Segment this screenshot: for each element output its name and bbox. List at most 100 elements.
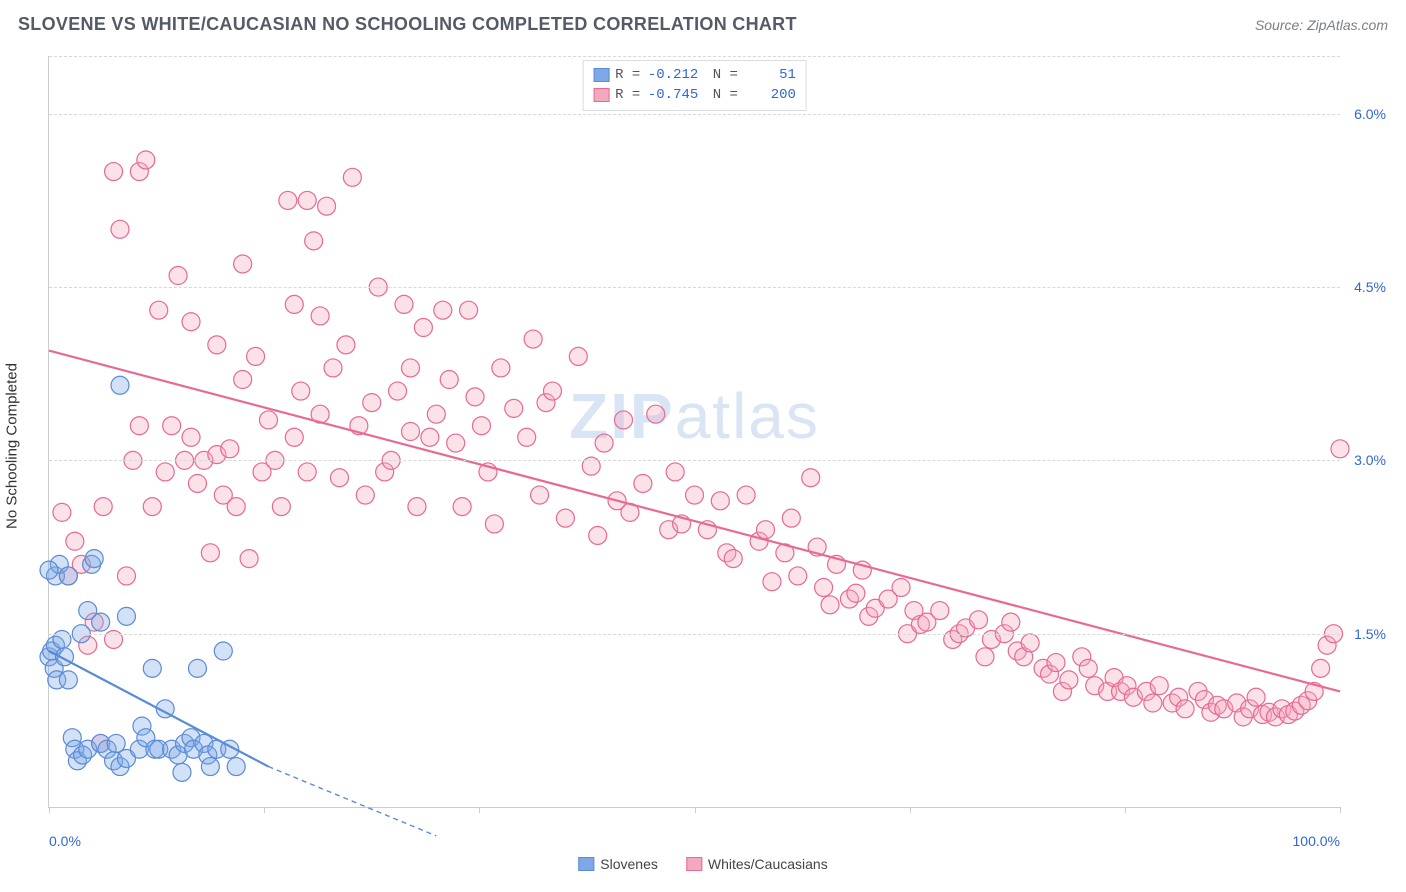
data-point [970, 611, 988, 629]
data-point [460, 301, 478, 319]
data-point [421, 428, 439, 446]
data-point [259, 411, 277, 429]
scatter-svg [49, 56, 1340, 807]
y-tick-label: 6.0% [1354, 106, 1386, 122]
x-tick [1340, 807, 1341, 813]
data-point [117, 567, 135, 585]
data-point [1176, 700, 1194, 718]
data-point [169, 267, 187, 285]
x-tick [1125, 807, 1126, 813]
trend-line-dashed [268, 767, 436, 836]
data-point [686, 486, 704, 504]
data-point [292, 382, 310, 400]
chart-header: SLOVENE VS WHITE/CAUCASIAN NO SCHOOLING … [0, 0, 1406, 43]
data-point [492, 359, 510, 377]
legend-n-value: 200 [744, 85, 796, 105]
data-point [614, 411, 632, 429]
data-point [1312, 659, 1330, 677]
data-point [40, 561, 58, 579]
plot-wrap: No Schooling Completed ZIPatlas R =-0.21… [48, 56, 1388, 836]
chart-title: SLOVENE VS WHITE/CAUCASIAN NO SCHOOLING … [18, 14, 797, 35]
data-point [59, 567, 77, 585]
data-point [440, 371, 458, 389]
data-point [298, 463, 316, 481]
data-point [163, 417, 181, 435]
data-point [92, 613, 110, 631]
legend-n-label: N = [704, 65, 738, 85]
data-point [595, 434, 613, 452]
x-tick-label: 0.0% [49, 833, 81, 849]
correlation-legend-row: R =-0.745 N =200 [593, 85, 796, 105]
data-point [59, 671, 77, 689]
data-point [472, 417, 490, 435]
data-point [453, 498, 471, 516]
data-point [221, 440, 239, 458]
data-point [111, 220, 129, 238]
data-point [208, 336, 226, 354]
data-point [285, 428, 303, 446]
gridline-h [49, 56, 1340, 57]
data-point [240, 550, 258, 568]
legend-r-value: -0.212 [646, 65, 698, 85]
correlation-legend-row: R =-0.212 N =51 [593, 65, 796, 85]
data-point [143, 659, 161, 677]
data-point [285, 295, 303, 313]
data-point [634, 474, 652, 492]
data-point [143, 498, 161, 516]
data-point [1047, 654, 1065, 672]
gridline-h [49, 287, 1340, 288]
data-point [569, 347, 587, 365]
data-point [85, 550, 103, 568]
data-point [330, 469, 348, 487]
data-point [234, 371, 252, 389]
correlation-legend: R =-0.212 N =51R =-0.745 N =200 [582, 60, 807, 111]
x-tick [49, 807, 50, 813]
data-point [466, 388, 484, 406]
data-point [789, 567, 807, 585]
legend-r-value: -0.745 [646, 85, 698, 105]
data-point [1060, 671, 1078, 689]
data-point [1150, 677, 1168, 695]
data-point [408, 498, 426, 516]
x-tick [695, 807, 696, 813]
data-point [724, 550, 742, 568]
data-point [305, 232, 323, 250]
data-point [311, 307, 329, 325]
data-point [737, 486, 755, 504]
data-point [53, 503, 71, 521]
data-point [227, 758, 245, 776]
x-tick [264, 807, 265, 813]
data-point [647, 405, 665, 423]
data-point [279, 191, 297, 209]
data-point [182, 313, 200, 331]
data-point [298, 191, 316, 209]
data-point [1021, 634, 1039, 652]
data-point [802, 469, 820, 487]
data-point [401, 359, 419, 377]
legend-swatch [686, 857, 702, 871]
data-point [1331, 440, 1349, 458]
data-point [763, 573, 781, 591]
data-point [414, 319, 432, 337]
data-point [1079, 659, 1097, 677]
data-point [931, 602, 949, 620]
data-point [318, 197, 336, 215]
data-point [130, 417, 148, 435]
data-point [150, 301, 168, 319]
y-tick-label: 1.5% [1354, 626, 1386, 642]
data-point [188, 659, 206, 677]
x-tick [479, 807, 480, 813]
legend-r-label: R = [615, 85, 640, 105]
plot-area: ZIPatlas R =-0.212 N =51R =-0.745 N =200… [48, 56, 1340, 808]
data-point [556, 509, 574, 527]
data-point [447, 434, 465, 452]
data-point [137, 151, 155, 169]
series-legend: SlovenesWhites/Caucasians [578, 856, 827, 872]
gridline-h [49, 634, 1340, 635]
data-point [524, 330, 542, 348]
data-point [173, 763, 191, 781]
data-point [324, 359, 342, 377]
data-point [434, 301, 452, 319]
data-point [505, 399, 523, 417]
legend-n-value: 51 [744, 65, 796, 85]
